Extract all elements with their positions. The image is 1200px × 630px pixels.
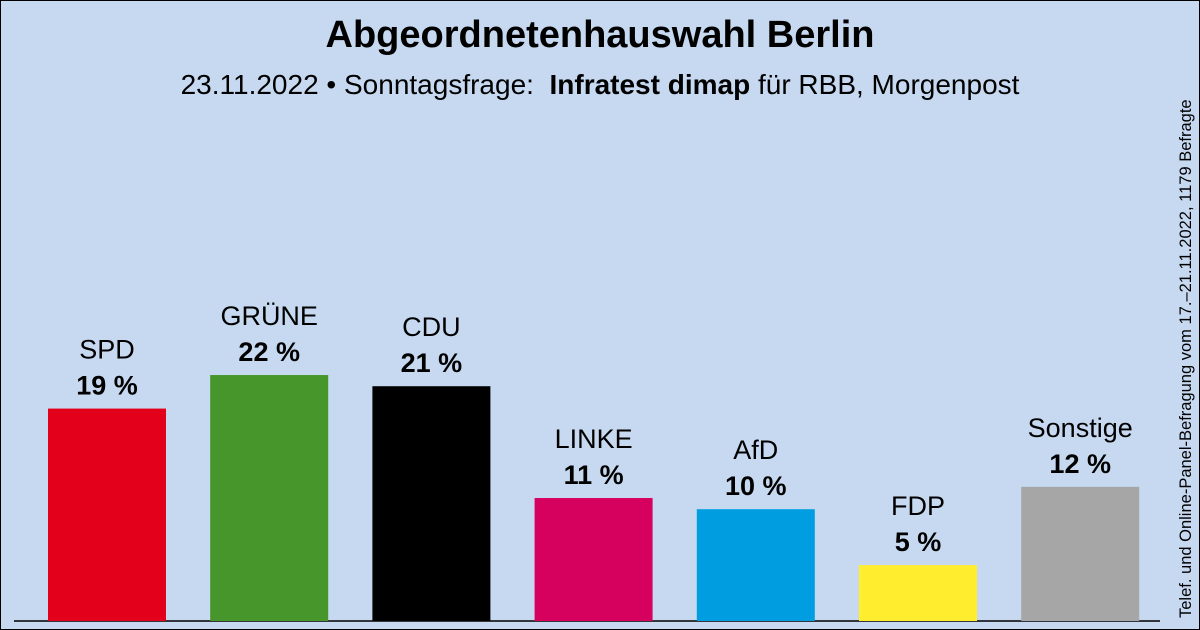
value-label-linke: 11 % — [564, 460, 624, 490]
bar-cdu — [372, 386, 491, 621]
category-label-sonstige: Sonstige — [1028, 413, 1133, 443]
chart-title: Abgeordnetenhauswahl Berlin — [325, 14, 875, 56]
bar-spd — [48, 408, 166, 621]
bar-linke — [534, 498, 653, 621]
bar-sonstige — [1021, 486, 1140, 621]
bar-fdp — [859, 565, 977, 621]
category-label-cdu: CDU — [402, 312, 461, 342]
category-label-grüne: GRÜNE — [220, 301, 318, 331]
value-label-afd: 10 % — [725, 471, 787, 501]
subtitle-institute: Infratest dimap — [549, 69, 751, 100]
category-label-afd: AfD — [733, 435, 778, 465]
value-label-sonstige: 12 % — [1049, 449, 1111, 479]
category-label-spd: SPD — [79, 335, 135, 365]
category-label-fdp: FDP — [891, 491, 945, 521]
bar-afd — [696, 509, 815, 621]
subtitle-client: für RBB, Morgenpost — [757, 69, 1020, 100]
category-label-linke: LINKE — [555, 424, 633, 454]
value-label-fdp: 5 % — [895, 527, 942, 557]
bar-grüne — [210, 375, 329, 621]
chart-subtitle: 23.11.2022 • Sonntagsfrage: Infratest di… — [0, 69, 1200, 101]
value-label-grüne: 22 % — [238, 337, 300, 367]
subtitle-date: 23.11.2022 • Sonntagsfrage: — [180, 69, 534, 100]
value-label-spd: 19 % — [76, 371, 138, 401]
value-label-cdu: 21 % — [401, 348, 463, 378]
